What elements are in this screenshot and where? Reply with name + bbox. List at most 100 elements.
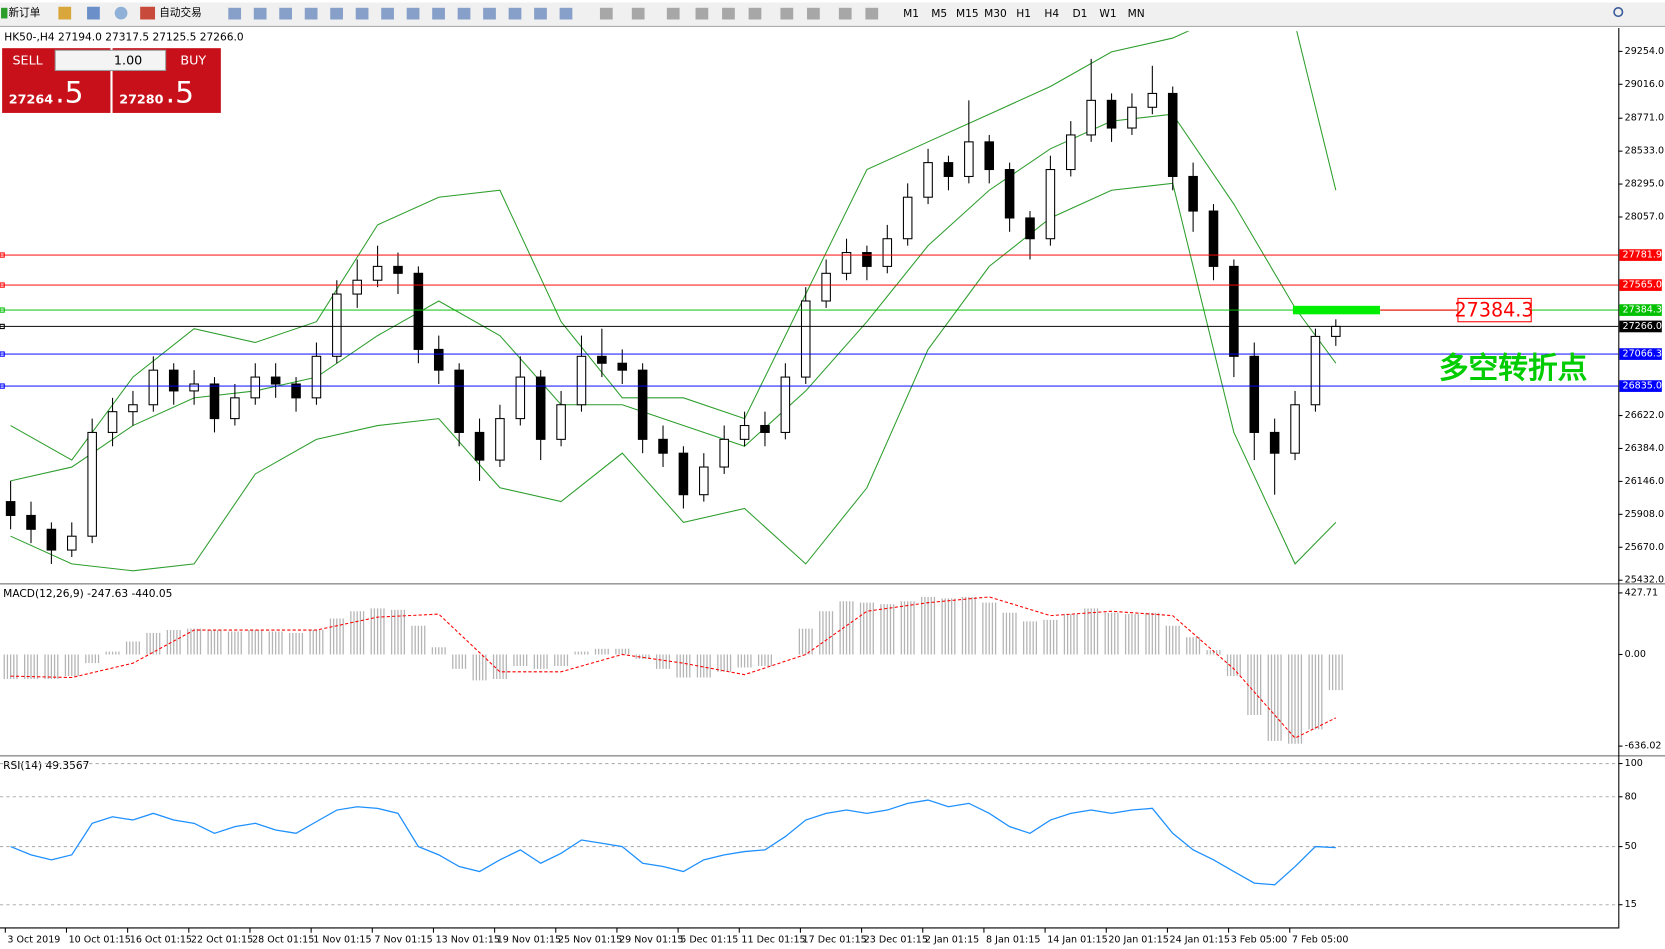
candle-body xyxy=(230,397,240,420)
tool-icon[interactable] xyxy=(432,7,445,20)
icon[interactable] xyxy=(114,6,128,20)
x-tick-label: 28 Oct 01:15 xyxy=(252,935,314,946)
timeframe[interactable]: M15 xyxy=(956,7,979,20)
candle-body xyxy=(678,452,689,496)
level-tag-label: 27266.0 xyxy=(1623,321,1662,332)
timeframe[interactable]: H1 xyxy=(1016,7,1031,20)
macd-title: MACD(12,26,9) -247.63 -440.05 xyxy=(3,587,172,600)
candle-body xyxy=(87,431,97,537)
tool-icon[interactable] xyxy=(483,7,496,20)
timeframe[interactable]: D1 xyxy=(1072,7,1087,20)
candle-body xyxy=(352,279,362,295)
search-icon[interactable] xyxy=(1613,7,1624,18)
rsi-title: RSI(14) 49.3567 xyxy=(3,759,89,772)
tool-icon[interactable] xyxy=(599,7,613,20)
tool-icon[interactable] xyxy=(807,7,820,20)
candle-body xyxy=(1045,169,1056,240)
annotation: 多空转折点 xyxy=(1439,351,1588,386)
x-tick-label: 24 Jan 01:15 xyxy=(1170,935,1230,946)
x-tick-label: 11 Dec 01:15 xyxy=(741,935,805,946)
candle-body xyxy=(841,252,852,274)
candle-body xyxy=(250,376,261,399)
tool-icon[interactable] xyxy=(838,7,852,20)
x-tick-label: 19 Nov 01:15 xyxy=(497,935,561,946)
y-tick-label: 25908.0 xyxy=(1625,509,1664,520)
level-anchor xyxy=(0,252,5,258)
candle-body xyxy=(46,528,57,551)
tool-icon[interactable] xyxy=(355,7,369,20)
tool-icon[interactable] xyxy=(865,7,879,20)
tool-icon[interactable] xyxy=(559,7,573,20)
tool-icon[interactable] xyxy=(631,7,645,20)
x-tick-label: 17 Dec 01:15 xyxy=(803,935,867,946)
icon[interactable] xyxy=(1,7,8,19)
candle-body xyxy=(1004,169,1015,219)
candle-body xyxy=(332,293,342,357)
tool-icon[interactable] xyxy=(748,7,762,20)
sell-button[interactable]: SELL xyxy=(12,53,43,68)
tool-icon[interactable] xyxy=(304,7,318,20)
level-anchor xyxy=(0,323,5,330)
macd-plot xyxy=(3,596,1343,744)
candle-body xyxy=(474,431,485,461)
price-plot xyxy=(5,31,1341,572)
tool-icon[interactable] xyxy=(534,7,547,20)
timeframe[interactable]: M5 xyxy=(931,7,947,20)
lots[interactable]: 1.00 xyxy=(114,53,142,68)
timeframe[interactable]: H4 xyxy=(1044,7,1059,20)
tool-icon[interactable] xyxy=(330,7,343,20)
tool-icon[interactable] xyxy=(508,7,522,20)
icon[interactable] xyxy=(87,6,100,20)
candle-body xyxy=(739,424,750,440)
level-anchor xyxy=(0,351,5,357)
y-tick-label: 0.00 xyxy=(1625,649,1646,660)
x-tick-label: 1 Nov 01:15 xyxy=(313,935,371,946)
lots-box[interactable] xyxy=(54,49,167,71)
candle-body xyxy=(189,383,199,392)
x-tick-label: 20 Jan 01:15 xyxy=(1108,935,1168,946)
tool-icon[interactable] xyxy=(381,7,394,20)
x-tick-label: 3 Feb 05:00 xyxy=(1231,935,1288,946)
candle-body xyxy=(1331,325,1341,337)
tool-icon[interactable] xyxy=(253,7,267,20)
icon[interactable] xyxy=(140,6,156,20)
x-tick-label: 7 Feb 05:00 xyxy=(1292,935,1349,946)
candle-body xyxy=(1066,134,1076,171)
tool-icon[interactable] xyxy=(406,7,420,20)
candle-body xyxy=(433,348,444,371)
level-tag-label: 27565.0 xyxy=(1623,280,1662,291)
x-tick-label: 23 Dec 01:15 xyxy=(864,935,928,946)
candle-body xyxy=(637,369,648,440)
y-tick-label: 80 xyxy=(1625,791,1637,802)
auto-trade[interactable]: 自动交易 xyxy=(159,6,201,19)
candle-body xyxy=(454,369,464,433)
x-tick-label: 29 Nov 01:15 xyxy=(619,935,683,946)
tool-icon[interactable] xyxy=(457,7,471,20)
new-order[interactable]: 新订单 xyxy=(8,6,40,19)
candle-body xyxy=(270,376,281,385)
tool-icon[interactable] xyxy=(780,7,794,20)
candle-body xyxy=(1188,175,1198,212)
level-tag-label: 27066.3 xyxy=(1623,349,1662,360)
tool-icon[interactable] xyxy=(228,7,242,20)
timeframe[interactable]: M1 xyxy=(903,7,919,20)
callout-box xyxy=(1457,297,1532,323)
level-tag-label: 27781.9 xyxy=(1623,250,1662,261)
tool-icon[interactable] xyxy=(722,7,735,20)
rsi-plot xyxy=(0,763,1619,906)
level-tag xyxy=(1619,249,1662,261)
buy-button[interactable]: BUY xyxy=(180,53,206,68)
icon[interactable] xyxy=(58,6,72,20)
candle-body xyxy=(576,355,587,406)
tool-icon[interactable] xyxy=(666,7,680,20)
candle-body xyxy=(780,376,791,433)
tool-icon[interactable] xyxy=(695,7,709,20)
timeframe[interactable]: M30 xyxy=(984,7,1007,20)
toolbar xyxy=(0,2,1665,26)
candle-body xyxy=(800,300,811,378)
candle-body xyxy=(535,376,546,440)
timeframe[interactable]: MN xyxy=(1128,7,1145,20)
candle-body xyxy=(1249,355,1260,433)
timeframe[interactable]: W1 xyxy=(1099,7,1116,20)
tool-icon[interactable] xyxy=(279,7,293,20)
